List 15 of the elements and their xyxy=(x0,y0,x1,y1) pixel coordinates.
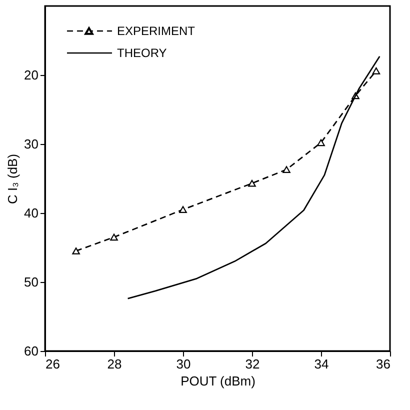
x-tick-label: 26 xyxy=(46,356,60,372)
y-axis-title: C I₃ (dB) xyxy=(5,154,20,204)
x-tick-label: 28 xyxy=(107,356,122,372)
legend-label: THEORY xyxy=(117,46,167,60)
x-tick-label: 30 xyxy=(176,356,191,372)
x-tick-label: 32 xyxy=(245,356,260,372)
legend-label: EXPERIMENT xyxy=(117,24,196,38)
y-tick-label: 20 xyxy=(24,68,38,82)
x-tick-label: 36 xyxy=(376,356,390,372)
x-axis-title: POUT (dBm) xyxy=(180,374,256,388)
y-tick-label: 50 xyxy=(24,274,38,290)
y-tick-label: 40 xyxy=(24,206,38,220)
y-tick-label: 30 xyxy=(24,136,38,152)
x-tick-label: 34 xyxy=(314,356,329,372)
y-tick-label: 60 xyxy=(24,344,38,358)
